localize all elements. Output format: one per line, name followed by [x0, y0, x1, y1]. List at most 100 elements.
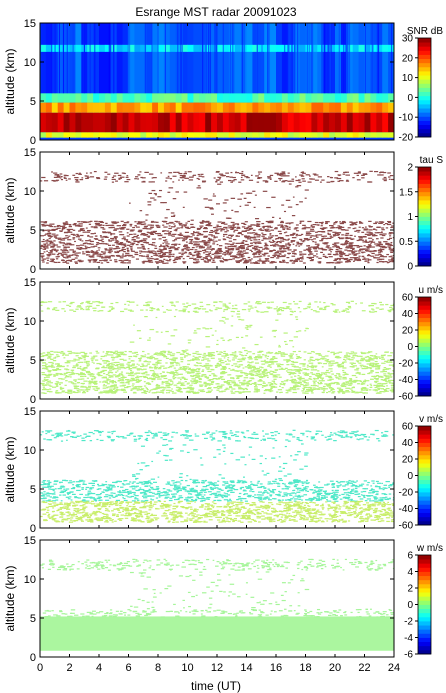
- tau-echo: [281, 245, 285, 247]
- u-echo: [350, 378, 353, 380]
- u-echo: [127, 304, 130, 306]
- u-echo: [257, 302, 261, 305]
- u-echo: [56, 363, 60, 365]
- tau-echo: [49, 242, 52, 245]
- tau-echo: [280, 221, 284, 224]
- tau-echo: [160, 260, 165, 262]
- u-echo: [381, 362, 386, 364]
- tau-echo: [133, 233, 137, 235]
- u-echo: [111, 351, 116, 353]
- u-echo: [255, 310, 259, 312]
- tau-echo: [199, 221, 204, 223]
- u-echo: [217, 307, 223, 309]
- u-echo: [192, 370, 196, 372]
- tau-echo: [201, 245, 204, 247]
- tau-echo: [367, 262, 370, 264]
- u-echo: [218, 301, 222, 303]
- tau-echo: [63, 232, 69, 234]
- tau-echo: [119, 255, 122, 257]
- u-echo: [315, 378, 319, 380]
- u-echo: [353, 362, 356, 365]
- u-echo: [72, 391, 76, 393]
- tau-echo: [42, 230, 45, 232]
- u-echo: [104, 381, 108, 383]
- snr-cell: [317, 132, 324, 138]
- snr-cell: [299, 23, 306, 94]
- snr-cell: [51, 102, 59, 113]
- u-echo: [151, 375, 156, 377]
- u-echo: [76, 306, 80, 308]
- u-echo: [392, 303, 394, 305]
- tau-echo: [262, 237, 267, 239]
- tau-echo: [236, 226, 240, 228]
- tau-echo: [364, 240, 367, 242]
- u-echo: [113, 361, 117, 364]
- u-echo: [199, 305, 202, 308]
- u-echo: [247, 308, 251, 310]
- tau-echo: [353, 254, 357, 256]
- tau-echo: [79, 247, 83, 249]
- u-echo: [42, 384, 47, 386]
- u-echo: [240, 354, 243, 356]
- u-echo: [381, 383, 386, 385]
- u-echo: [111, 364, 116, 366]
- snr-cell: [110, 102, 118, 113]
- u-echo: [351, 386, 355, 389]
- u-echo: [290, 355, 293, 357]
- u-echo: [55, 390, 59, 392]
- u-echo: [386, 381, 391, 383]
- tau-echo: [241, 255, 245, 257]
- tau-echo: [348, 244, 353, 246]
- u-echo: [329, 378, 334, 380]
- snr-cell: [293, 132, 301, 138]
- u-echo: [138, 357, 141, 360]
- u-echo: [132, 387, 137, 389]
- u-echo: [93, 376, 97, 378]
- u-echo: [145, 382, 149, 385]
- u-echo: [303, 351, 307, 353]
- tau-echo: [43, 221, 47, 223]
- u-echo: [93, 380, 98, 382]
- tau-echo: [55, 251, 58, 253]
- u-echo: [381, 385, 384, 387]
- u-echo: [304, 368, 307, 370]
- tau-echo: [210, 229, 214, 232]
- u-echo: [193, 374, 197, 377]
- tau-echo: [160, 245, 165, 247]
- u-echo: [359, 364, 364, 366]
- tau-echo: [216, 257, 222, 259]
- tau-echo: [85, 175, 89, 177]
- u-echo: [232, 368, 235, 371]
- tau-echo: [126, 262, 131, 264]
- u-echo: [277, 364, 281, 367]
- u-echo: [255, 374, 259, 377]
- u-echo: [256, 390, 261, 392]
- u-echo: [242, 382, 246, 384]
- u-echo: [85, 360, 90, 363]
- snr-cell: [370, 102, 377, 113]
- u-echo: [276, 363, 281, 365]
- tau-echo: [272, 245, 277, 247]
- snr-cell: [270, 112, 277, 133]
- tau-echo: [316, 247, 320, 249]
- u-echo: [94, 386, 98, 388]
- tau-echo: [345, 239, 348, 242]
- tau-echo: [175, 248, 179, 250]
- tau-echo: [146, 228, 151, 230]
- tau-echo: [285, 245, 288, 247]
- tau-echo: [226, 252, 230, 254]
- u-echo: [108, 369, 113, 371]
- tau-echo: [391, 249, 394, 251]
- u-echo: [92, 388, 96, 390]
- u-echo: [123, 359, 127, 361]
- u-echo: [165, 367, 168, 369]
- tau-echo: [118, 242, 123, 245]
- u-echo: [290, 376, 293, 378]
- u-echo: [152, 376, 156, 378]
- tau-echo: [89, 256, 95, 258]
- tau-echo: [90, 259, 95, 261]
- tau-echo: [208, 222, 212, 224]
- tau-echo: [364, 233, 369, 235]
- u-echo: [85, 306, 88, 308]
